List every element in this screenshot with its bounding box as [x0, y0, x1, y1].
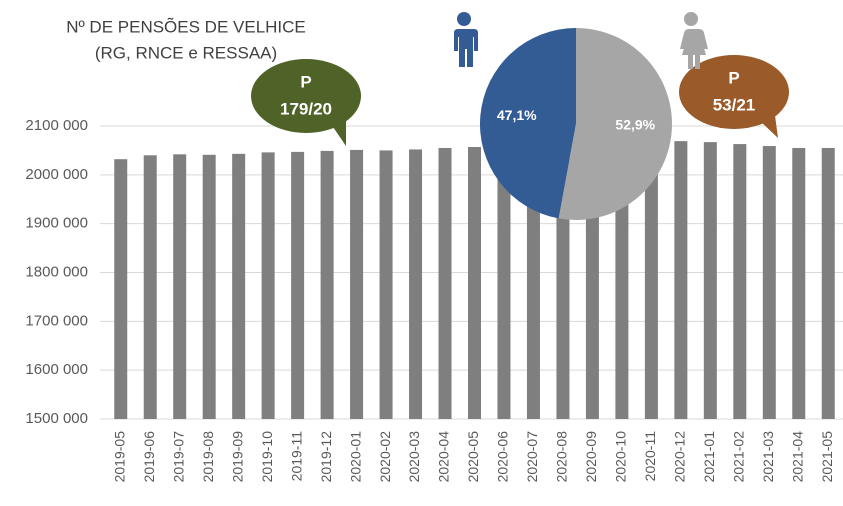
x-tick-label: 2019-05 — [111, 431, 127, 483]
bar — [644, 142, 658, 420]
x-tick-label: 2020-11 — [642, 431, 658, 482]
x-tick-label: 2019-07 — [170, 431, 186, 483]
x-tick-label: 2019-11 — [288, 431, 304, 482]
callout: P 53/21 — [679, 55, 789, 138]
bar — [733, 144, 747, 419]
y-tick-label: 1700 000 — [25, 312, 88, 329]
x-tick-label: 2019-09 — [229, 431, 245, 483]
callout-bubble — [251, 59, 361, 133]
x-tick-label: 2020-10 — [613, 431, 629, 483]
bar — [615, 143, 629, 419]
y-tick-label: 2100 000 — [25, 117, 88, 134]
x-tick-label: 2019-10 — [259, 431, 275, 483]
x-tick-label: 2020-03 — [406, 431, 422, 483]
y-tick-label: 1500 000 — [25, 410, 88, 427]
bar — [409, 149, 423, 419]
x-tick-label: 2020-05 — [465, 431, 481, 483]
y-tick-label: 1900 000 — [25, 215, 88, 232]
bar — [320, 150, 334, 419]
pie-slice — [558, 28, 673, 221]
x-tick-label: 2021-05 — [819, 431, 835, 483]
x-tick-label: 2020-09 — [583, 431, 599, 483]
x-tick-label: 2020-04 — [436, 431, 452, 483]
x-tick-label: 2020-02 — [377, 431, 393, 483]
bar — [468, 146, 481, 419]
pie-value-label: 52,9% — [615, 117, 655, 133]
x-tick-label: 2019-06 — [141, 431, 157, 483]
y-tick-label: 1600 000 — [25, 361, 88, 378]
female-icon — [680, 12, 708, 69]
bar — [438, 147, 452, 419]
callout-bubble — [679, 55, 789, 129]
callout-text: 179/20 — [280, 99, 332, 118]
pie-slice — [480, 28, 576, 219]
chart-subtitle: (RG, RNCE e RESSAA) — [95, 43, 277, 62]
callout: P 179/20 — [251, 59, 361, 146]
y-tick-label: 1800 000 — [25, 263, 88, 280]
x-tick-label: 2020-08 — [554, 431, 570, 483]
x-tick-label: 2020-01 — [347, 431, 363, 483]
bar — [350, 149, 364, 419]
x-tick-label: 2019-08 — [200, 431, 216, 483]
bar — [202, 154, 216, 420]
x-tick-label: 2020-07 — [524, 431, 540, 483]
bar — [143, 155, 157, 420]
icons — [454, 12, 708, 69]
bar — [173, 154, 187, 419]
bar — [497, 146, 511, 419]
bar — [232, 153, 246, 419]
x-tick-label: 2021-04 — [789, 431, 805, 483]
bar — [821, 147, 835, 419]
bar — [674, 141, 688, 419]
bar — [291, 151, 305, 420]
male-icon — [454, 12, 478, 67]
bar — [762, 146, 776, 419]
chart-title: Nº DE PENSÕES DE VELHICE — [66, 17, 306, 36]
x-tick-label: 2021-01 — [701, 431, 717, 483]
x-tick-label: 2019-12 — [318, 431, 334, 483]
bar — [261, 152, 275, 419]
x-tick-label: 2020-06 — [495, 431, 511, 483]
x-tick-label: 2020-12 — [672, 431, 688, 483]
bar — [703, 142, 717, 420]
bar — [379, 150, 393, 419]
x-tick-label: 2021-02 — [731, 431, 747, 483]
callout-text: P — [300, 72, 311, 91]
x-tick-label: 2021-03 — [760, 431, 776, 483]
bar — [792, 147, 806, 419]
bar — [526, 144, 540, 419]
bar — [114, 159, 128, 419]
callout-text: 53/21 — [713, 95, 756, 114]
y-tick-label: 2000 000 — [25, 166, 88, 183]
pie-value-label: 47,1% — [497, 107, 537, 123]
callout-text: P — [728, 68, 739, 87]
